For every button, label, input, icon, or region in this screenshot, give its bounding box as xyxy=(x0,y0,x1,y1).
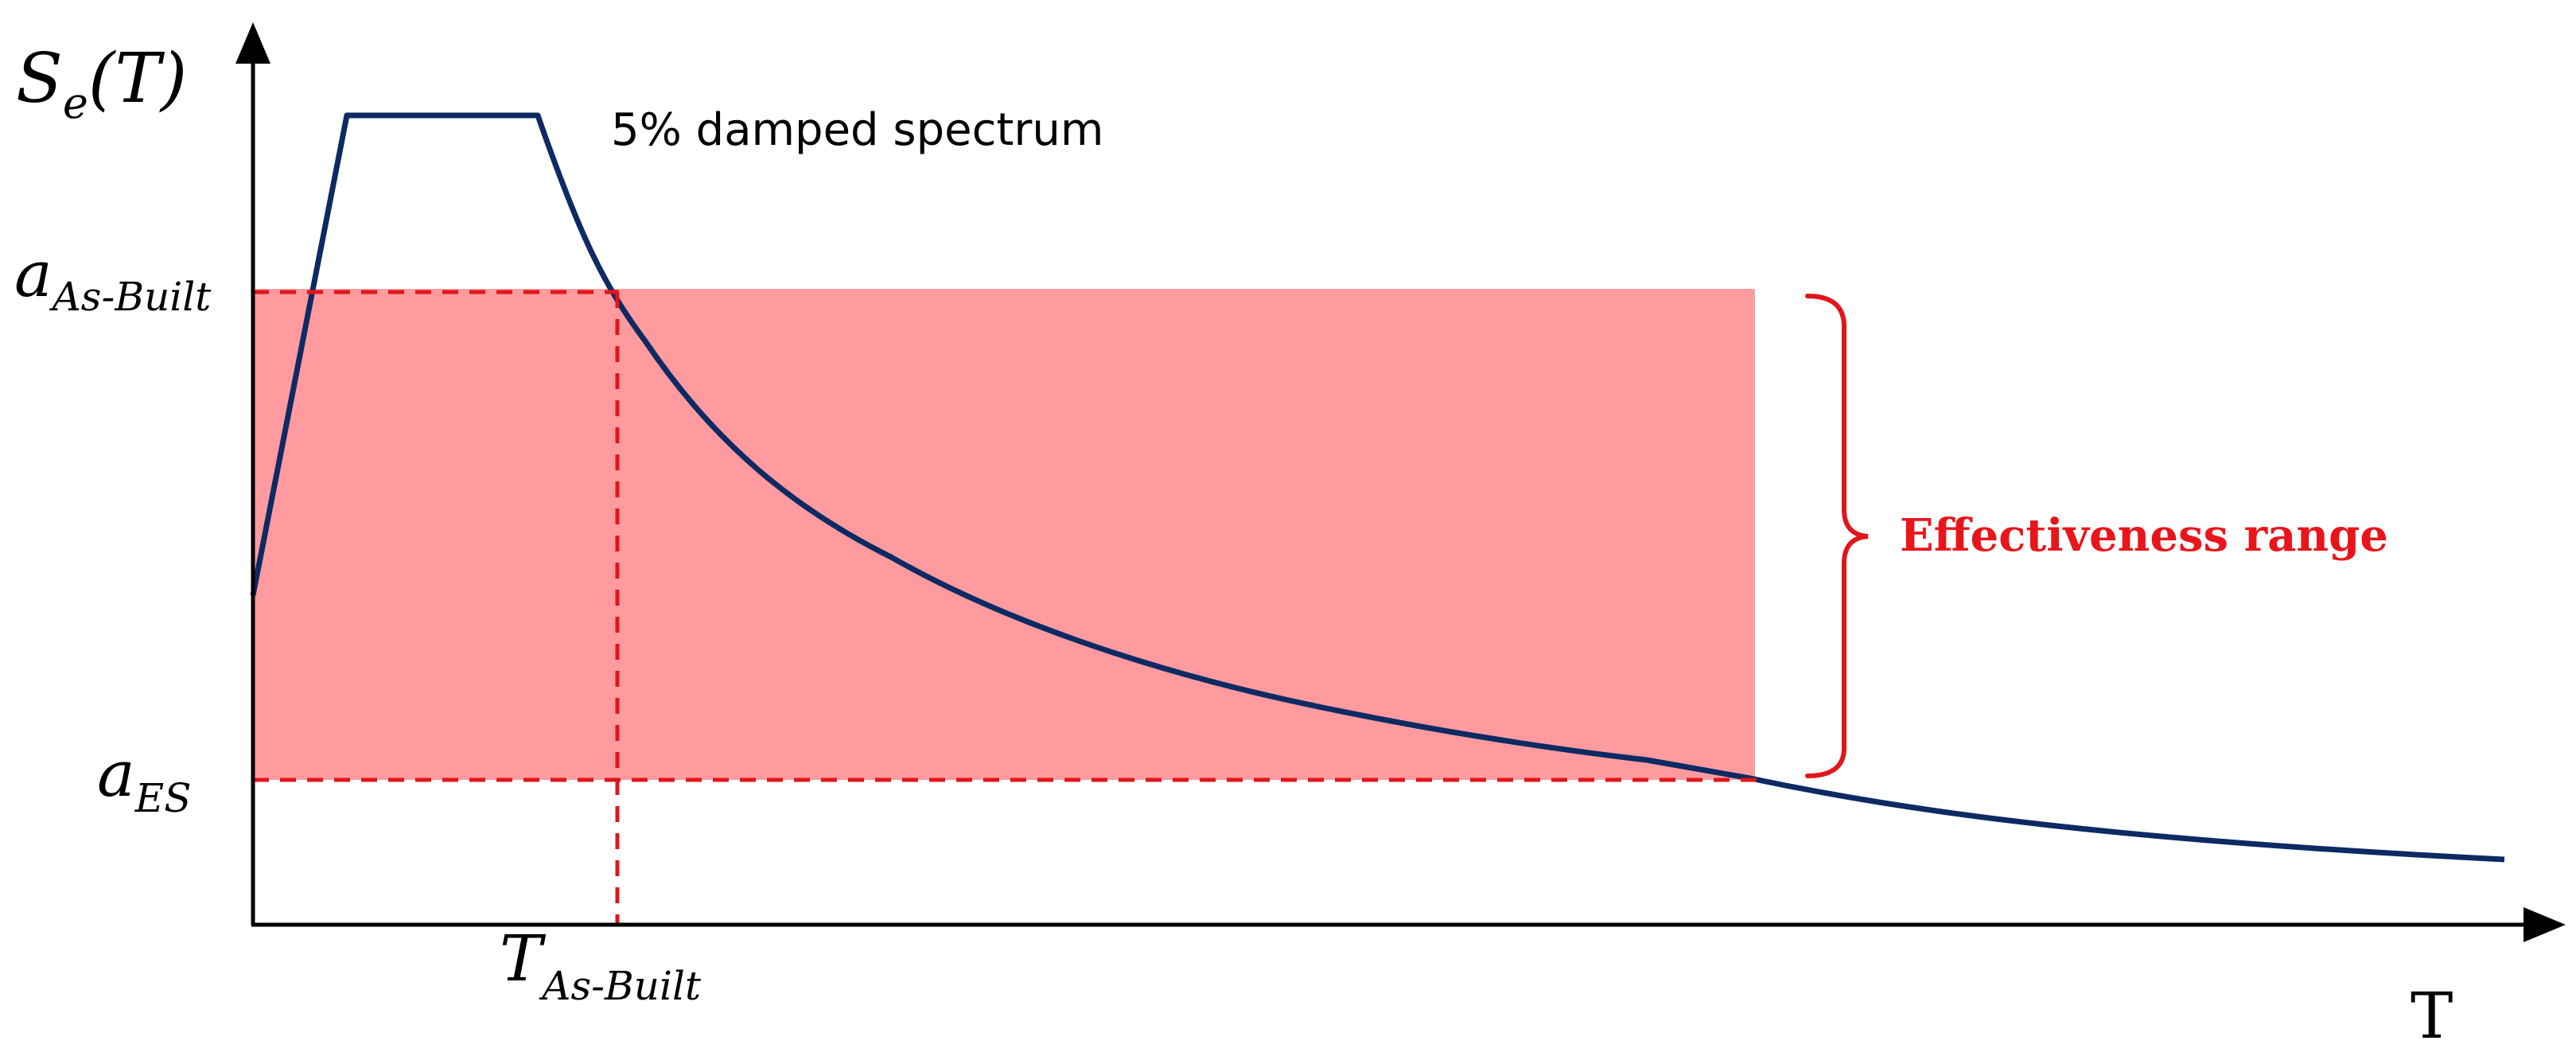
a-asbuilt-label: aAs-Built xyxy=(14,237,212,320)
x-axis-label: T xyxy=(2411,979,2453,1053)
spectrum-label: 5% damped spectrum xyxy=(611,104,1103,156)
y-axis-label: Se(T) xyxy=(16,39,187,128)
a-es-label: aES xyxy=(97,737,191,821)
effectiveness-bracket xyxy=(1805,294,1869,778)
effectiveness-band xyxy=(253,289,1755,780)
spectrum-curve xyxy=(250,112,2505,863)
y-axis-arrow xyxy=(235,22,270,64)
t-asbuilt-label: TAs-Built xyxy=(500,922,702,1009)
x-axis-arrow xyxy=(2523,907,2566,942)
effectiveness-range-label: Effectiveness range xyxy=(1900,509,2388,562)
